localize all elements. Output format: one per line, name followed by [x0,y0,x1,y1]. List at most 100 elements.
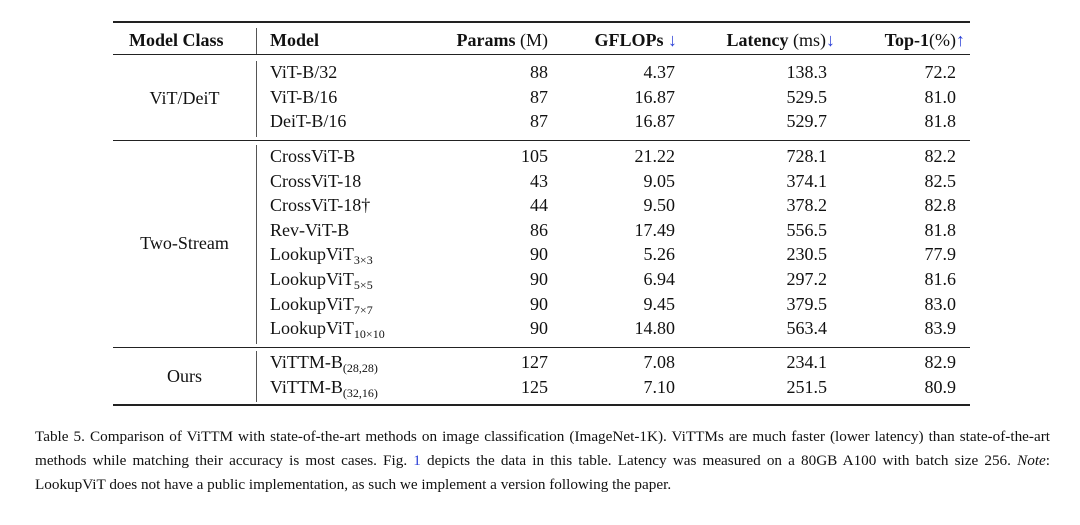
model-name-text: LookupViT [270,318,354,339]
header-top1-unit: (%) [929,30,956,50]
gflops-cell: 5.26 [643,244,676,265]
params-cell: 88 [530,62,548,82]
params-cell: 105 [521,146,548,166]
model-subscript: 10×10 [353,327,385,342]
top1-cell: 82.5 [924,170,957,191]
model-name-text: ViT-B/32 [270,62,338,82]
top1-cell: 72.2 [924,62,957,82]
gflops-cell: 6.94 [643,269,676,289]
params-cell: 87 [530,111,548,132]
model-name: CrossViT-18 [270,170,361,192]
caption-text: Table 5. Comparison of ViTTM with state-… [35,428,1050,469]
figure-link[interactable]: 1 [413,452,421,469]
gflops-cell: 9.45 [643,293,676,314]
header-params: Params (M) [457,29,548,51]
gflops-cell: 9.05 [643,170,676,191]
top1-cell: 82.8 [924,195,957,216]
note-label: Note [1017,452,1046,469]
params-cell: 127 [521,352,548,372]
params-cell: 44 [530,195,548,216]
latency-cell: 234.1 [786,352,828,372]
latency-cell: 378.2 [786,195,828,216]
top1-cell: 81.6 [924,269,957,289]
down-arrow-icon: ↓ [826,30,835,50]
params-cell: 43 [530,170,548,191]
header-model-class: Model Class [129,30,224,50]
model-name-text: LookupViT [270,244,354,265]
model-class-label: Ours [167,365,202,386]
latency-cell: 251.5 [786,376,828,397]
group-rule [113,139,970,142]
model-name-text: ViTTM-B [270,352,343,372]
column-divider [256,61,257,137]
top1-cell: 81.0 [924,86,957,107]
group-rule [113,346,970,349]
latency-cell: 728.1 [786,146,828,166]
params-cell: 90 [530,244,548,265]
params-cell: 86 [530,219,548,240]
caption-text: depicts the data in this table. Latency … [420,452,1018,469]
model-name: CrossViT-18† [270,194,370,216]
latency-cell: 297.2 [786,269,828,289]
gflops-cell: 14.80 [634,318,676,339]
latency-cell: 563.4 [786,318,828,339]
model-name: Rev-ViT-B [270,219,349,241]
header-params-label: Params [456,30,516,50]
model-name: LookupViT7×7 [270,293,373,317]
params-cell: 125 [521,376,548,397]
model-name: DeiT-B/16 [270,110,346,132]
top1-cell: 77.9 [924,244,957,265]
gflops-cell: 21.22 [634,146,676,166]
top1-cell: 83.0 [924,293,957,314]
params-cell: 87 [530,86,548,107]
latency-cell: 556.5 [786,219,828,240]
model-name: ViT-B/32 [270,61,337,83]
model-class-label: Two-Stream [140,233,229,254]
gflops-cell: 9.50 [643,195,676,216]
model-name: ViTTM-B(28,28) [270,351,378,375]
gflops-cell: 16.87 [634,111,676,132]
model-subscript: 7×7 [353,302,373,317]
header-top1-label: Top-1 [884,30,930,50]
top1-cell: 81.8 [924,219,957,240]
header-rule [113,54,970,55]
down-arrow-icon: ↓ [668,30,677,50]
latency-cell: 230.5 [786,244,828,265]
params-cell: 90 [530,269,548,289]
bottom-rule [113,404,970,407]
top1-cell: 82.9 [924,352,957,372]
model-name-text: ViT-B/16 [270,86,338,107]
header-gflops: GFLOPs ↓ [594,29,677,51]
gflops-cell: 16.87 [634,86,676,107]
header-gflops-label: GFLOPs [594,30,664,50]
gflops-cell: 7.10 [643,376,676,397]
top1-cell: 83.9 [924,318,957,339]
model-name-text: CrossViT-B [270,146,356,166]
model-name: LookupViT10×10 [270,317,385,342]
model-name-text: LookupViT [270,293,354,314]
latency-cell: 379.5 [786,293,828,314]
top1-cell: 81.8 [924,111,957,132]
model-subscript: (28,28) [342,361,378,375]
model-name-text: CrossViT-18† [270,195,371,216]
latency-cell: 374.1 [786,170,828,191]
latency-cell: 138.3 [786,62,828,82]
model-name-text: ViTTM-B [270,376,343,397]
header-model: Model [270,30,319,50]
up-arrow-icon: ↑ [956,30,965,50]
top-rule [113,21,970,23]
gflops-cell: 4.37 [643,62,676,82]
model-subscript: (32,16) [342,385,378,400]
model-class-label: ViT/DeiT [149,87,220,108]
model-subscript: 3×3 [353,253,373,268]
model-name: ViT-B/16 [270,86,337,108]
model-name-text: Rev-ViT-B [270,219,350,240]
latency-cell: 529.5 [786,86,828,107]
header-divider [256,28,257,54]
top1-cell: 80.9 [924,376,957,397]
column-divider [256,145,257,344]
latency-cell: 529.7 [786,111,828,132]
model-name-text: LookupViT [270,269,354,289]
table-caption: Table 5. Comparison of ViTTM with state-… [35,425,1050,497]
